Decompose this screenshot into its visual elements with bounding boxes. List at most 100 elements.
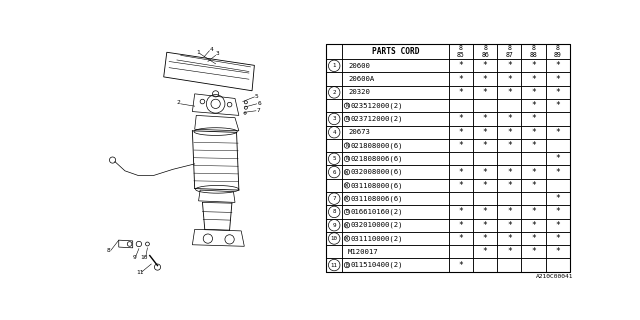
Bar (522, 112, 546, 126)
Bar (342, 59, 449, 72)
Text: 20600A: 20600A (348, 76, 374, 82)
Bar (326, 232, 342, 245)
Text: *: * (531, 168, 536, 177)
Text: *: * (531, 207, 536, 216)
Text: *: * (459, 61, 463, 70)
Text: 023512000(2): 023512000(2) (351, 102, 403, 109)
Text: 9: 9 (132, 255, 136, 260)
Text: W: W (346, 183, 349, 188)
Bar (546, 192, 570, 205)
Text: *: * (507, 141, 512, 150)
Bar (497, 44, 522, 59)
Text: *: * (556, 101, 560, 110)
Bar (342, 86, 449, 99)
Bar (342, 179, 449, 192)
Bar (473, 139, 497, 152)
Bar (546, 44, 570, 59)
Bar (497, 165, 522, 179)
Bar (473, 179, 497, 192)
Bar (546, 245, 570, 259)
Bar (546, 59, 570, 72)
Text: *: * (507, 115, 512, 124)
Text: *: * (531, 128, 536, 137)
Bar (473, 192, 497, 205)
Bar (473, 72, 497, 86)
Bar (497, 72, 522, 86)
Text: *: * (556, 247, 560, 256)
Bar (326, 44, 570, 272)
Text: *: * (483, 61, 488, 70)
Text: 016610160(2): 016610160(2) (351, 209, 403, 215)
Bar (449, 86, 473, 99)
Bar (342, 44, 449, 59)
Bar (449, 192, 473, 205)
Bar (473, 112, 497, 126)
Text: N: N (346, 103, 349, 108)
Text: *: * (459, 168, 463, 177)
Bar (342, 245, 449, 259)
Text: *: * (556, 75, 560, 84)
Text: *: * (531, 88, 536, 97)
Bar (326, 86, 342, 99)
Bar (546, 259, 570, 272)
Text: 8: 8 (107, 248, 111, 253)
Bar (326, 72, 342, 86)
Bar (497, 232, 522, 245)
Bar (449, 259, 473, 272)
Bar (326, 245, 342, 259)
Bar (473, 152, 497, 165)
Bar (326, 219, 342, 232)
Text: *: * (483, 168, 488, 177)
Bar (497, 139, 522, 152)
Text: 4: 4 (210, 47, 214, 52)
Text: *: * (459, 75, 463, 84)
Text: 88: 88 (530, 52, 538, 58)
Bar (342, 165, 449, 179)
Text: 031108000(6): 031108000(6) (351, 182, 403, 188)
Text: 7: 7 (332, 196, 336, 201)
Bar (449, 165, 473, 179)
Bar (473, 59, 497, 72)
Text: *: * (556, 61, 560, 70)
Text: *: * (459, 115, 463, 124)
Bar (449, 152, 473, 165)
Text: 021808006(6): 021808006(6) (351, 156, 403, 162)
Bar (497, 152, 522, 165)
Text: *: * (507, 61, 512, 70)
Text: *: * (483, 128, 488, 137)
Bar (497, 205, 522, 219)
Text: *: * (556, 128, 560, 137)
Bar (546, 179, 570, 192)
Text: 4: 4 (332, 130, 336, 135)
Text: B: B (346, 209, 349, 214)
Bar (546, 112, 570, 126)
Text: *: * (459, 141, 463, 150)
Text: 9: 9 (332, 223, 336, 228)
Text: 11: 11 (331, 263, 338, 268)
Text: 11: 11 (136, 270, 143, 275)
Text: PARTS CORD: PARTS CORD (372, 47, 419, 56)
Text: B: B (346, 263, 349, 268)
Text: 8: 8 (332, 209, 336, 214)
Bar (449, 205, 473, 219)
Text: *: * (459, 181, 463, 190)
Bar (546, 99, 570, 112)
Bar (473, 86, 497, 99)
Text: 6: 6 (332, 170, 336, 175)
Text: *: * (483, 115, 488, 124)
Bar (546, 86, 570, 99)
Bar (522, 59, 546, 72)
Text: 031110000(2): 031110000(2) (351, 235, 403, 242)
Text: 20320: 20320 (348, 89, 370, 95)
Text: *: * (459, 221, 463, 230)
Bar (473, 126, 497, 139)
Text: *: * (531, 181, 536, 190)
Bar (522, 205, 546, 219)
Bar (449, 232, 473, 245)
Bar (522, 86, 546, 99)
Bar (522, 232, 546, 245)
Text: 3: 3 (216, 51, 220, 56)
Text: *: * (531, 115, 536, 124)
Text: *: * (483, 75, 488, 84)
Bar (449, 44, 473, 59)
